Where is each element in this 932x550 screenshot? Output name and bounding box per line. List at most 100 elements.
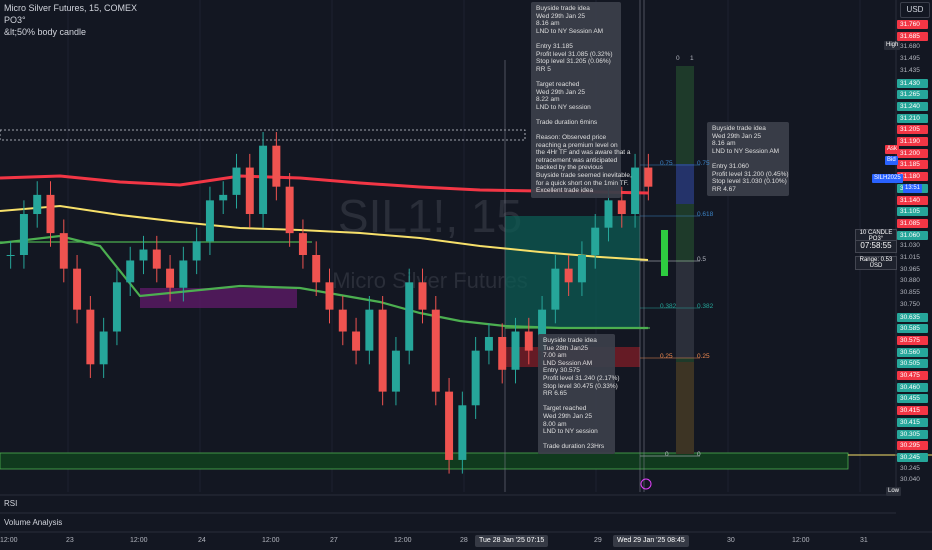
watermark-name: Micro Silver Futures bbox=[332, 268, 528, 293]
candle-body bbox=[59, 233, 68, 269]
price-axis-label: 30.305 bbox=[897, 429, 928, 439]
volume-pane-label[interactable]: Volume Analysis bbox=[4, 518, 63, 527]
fib-0.382-left: 0.382 bbox=[660, 303, 677, 310]
candle-body bbox=[219, 194, 228, 201]
price-axis-label: 30.415 bbox=[897, 406, 928, 416]
candle-body bbox=[445, 391, 454, 460]
candle-body bbox=[166, 268, 175, 288]
high-tag: High bbox=[884, 41, 901, 50]
candle-body bbox=[259, 145, 268, 215]
price-axis-label: 30.880 bbox=[900, 277, 920, 285]
candle-body bbox=[192, 241, 201, 261]
time-axis-label: 12:00 bbox=[0, 537, 18, 544]
symbol-line[interactable]: Micro Silver Futures, 15, COMEX bbox=[4, 3, 138, 13]
candle-body bbox=[86, 309, 95, 365]
note-right[interactable]: Buyside trade idea Wed 29th Jan 25 8.16 … bbox=[707, 122, 789, 197]
price-axis-label: 31.760 bbox=[897, 20, 928, 29]
price-axis-label: 31.495 bbox=[900, 55, 920, 63]
price-axis-label: 30.040 bbox=[900, 476, 920, 484]
candle-body bbox=[272, 145, 281, 187]
time-selection-1: Tue 28 Jan '25 07:15 bbox=[475, 535, 549, 547]
candle-body bbox=[285, 186, 294, 234]
candle-body bbox=[298, 233, 307, 255]
time-axis-label: 31 bbox=[860, 537, 868, 544]
fib-0.382-right: 0.382 bbox=[697, 303, 714, 310]
candle-body bbox=[391, 350, 400, 392]
price-axis-label: 30.245 bbox=[900, 464, 920, 472]
price-axis-label: 31.105 bbox=[897, 207, 928, 217]
candle-body bbox=[564, 268, 573, 283]
time-selection-2: Wed 29 Jan '25 08:45 bbox=[613, 535, 689, 547]
top-dashed-box bbox=[0, 129, 526, 141]
fib-0.75-left: 0.75 bbox=[660, 160, 673, 167]
purple-zone bbox=[140, 288, 297, 308]
candle-body bbox=[471, 350, 480, 406]
fib-0.25-right: 0.25 bbox=[697, 353, 710, 360]
candle-body bbox=[511, 331, 520, 370]
candle-body bbox=[73, 268, 82, 310]
symbol-tag: SILH2025 bbox=[872, 174, 903, 183]
time-axis-label: 24 bbox=[198, 537, 206, 544]
event-marker-icon bbox=[640, 478, 652, 490]
candle-body bbox=[312, 255, 321, 283]
candle-body bbox=[126, 260, 135, 283]
currency-button[interactable]: USD bbox=[900, 2, 930, 18]
time-axis-label: 12:00 bbox=[394, 537, 412, 544]
fib-0-left: 0 bbox=[665, 451, 669, 458]
price-axis-label: 30.560 bbox=[897, 347, 928, 357]
candle-body bbox=[418, 282, 427, 310]
price-axis-label: 31.210 bbox=[897, 113, 928, 123]
candle-body bbox=[352, 331, 361, 351]
price-axis-label: 31.015 bbox=[900, 254, 920, 261]
low-tag: Low bbox=[886, 487, 902, 496]
candle-body bbox=[232, 167, 241, 195]
indicator-body-candle[interactable]: &lt;50% body candle bbox=[4, 27, 87, 37]
note-top[interactable]: Buyside trade idea Wed 29th Jan 25 8.16 … bbox=[531, 2, 632, 198]
candle-body bbox=[484, 336, 493, 351]
candle-body bbox=[245, 167, 254, 215]
price-axis-label: 30.460 bbox=[897, 382, 928, 392]
time-axis-label: 12:00 bbox=[262, 537, 280, 544]
bid-tag: Bid bbox=[885, 156, 898, 165]
candle-body bbox=[617, 200, 626, 215]
time-axis-label: 12:00 bbox=[792, 537, 810, 544]
price-axis-label: 30.635 bbox=[897, 312, 928, 322]
yellow-band-line bbox=[0, 204, 649, 261]
price-axis-label: 30.855 bbox=[900, 289, 920, 297]
price-axis-label: 31.265 bbox=[897, 90, 928, 100]
candle-body bbox=[99, 331, 108, 365]
range-label: Range: 0.53 USD bbox=[855, 256, 897, 270]
time-axis-label: 30 bbox=[727, 537, 735, 544]
candle-body bbox=[551, 268, 560, 310]
candle-body bbox=[604, 200, 613, 228]
price-axis-label: 31.190 bbox=[897, 137, 928, 146]
candle-body bbox=[644, 167, 653, 187]
price-axis-label: 31.140 bbox=[897, 195, 928, 205]
price-axis-label: 31.200 bbox=[897, 148, 928, 158]
price-axis-label: 30.475 bbox=[897, 371, 928, 380]
candle-body bbox=[112, 282, 121, 332]
rsi-pane-label[interactable]: RSI bbox=[4, 499, 18, 508]
candle-body bbox=[33, 194, 42, 215]
fib-top-0: 0 bbox=[676, 55, 680, 62]
price-axis-label: 31.030 bbox=[900, 242, 920, 250]
indicator-po3[interactable]: PO3° bbox=[4, 15, 26, 25]
price-axis-label: 30.750 bbox=[900, 300, 920, 308]
price-axis-label: 30.295 bbox=[897, 441, 928, 451]
price-axis-label: 31.060 bbox=[897, 230, 928, 240]
fib-0-right: 0 bbox=[697, 451, 701, 458]
candle-box-title: 10 CANDLE PO3° bbox=[855, 229, 897, 243]
note-bottom[interactable]: Buyside trade idea Tue 28th Jan25 7.00 a… bbox=[538, 334, 620, 454]
price-axis-label: 30.505 bbox=[897, 359, 928, 369]
current-bar-marker bbox=[661, 230, 668, 276]
fib-top-1: 1 bbox=[690, 55, 694, 62]
candles bbox=[6, 132, 653, 474]
candle-body bbox=[19, 214, 28, 255]
watermark: SIL1!, 15 Micro Silver Futures bbox=[332, 190, 528, 293]
time-axis-label: 23 bbox=[66, 537, 74, 544]
countdown-tag: 13:51 bbox=[903, 184, 923, 193]
price-axis-label: 31.685 bbox=[897, 31, 928, 41]
candle-body bbox=[431, 309, 440, 392]
ask-tag: Ask bbox=[885, 145, 900, 154]
